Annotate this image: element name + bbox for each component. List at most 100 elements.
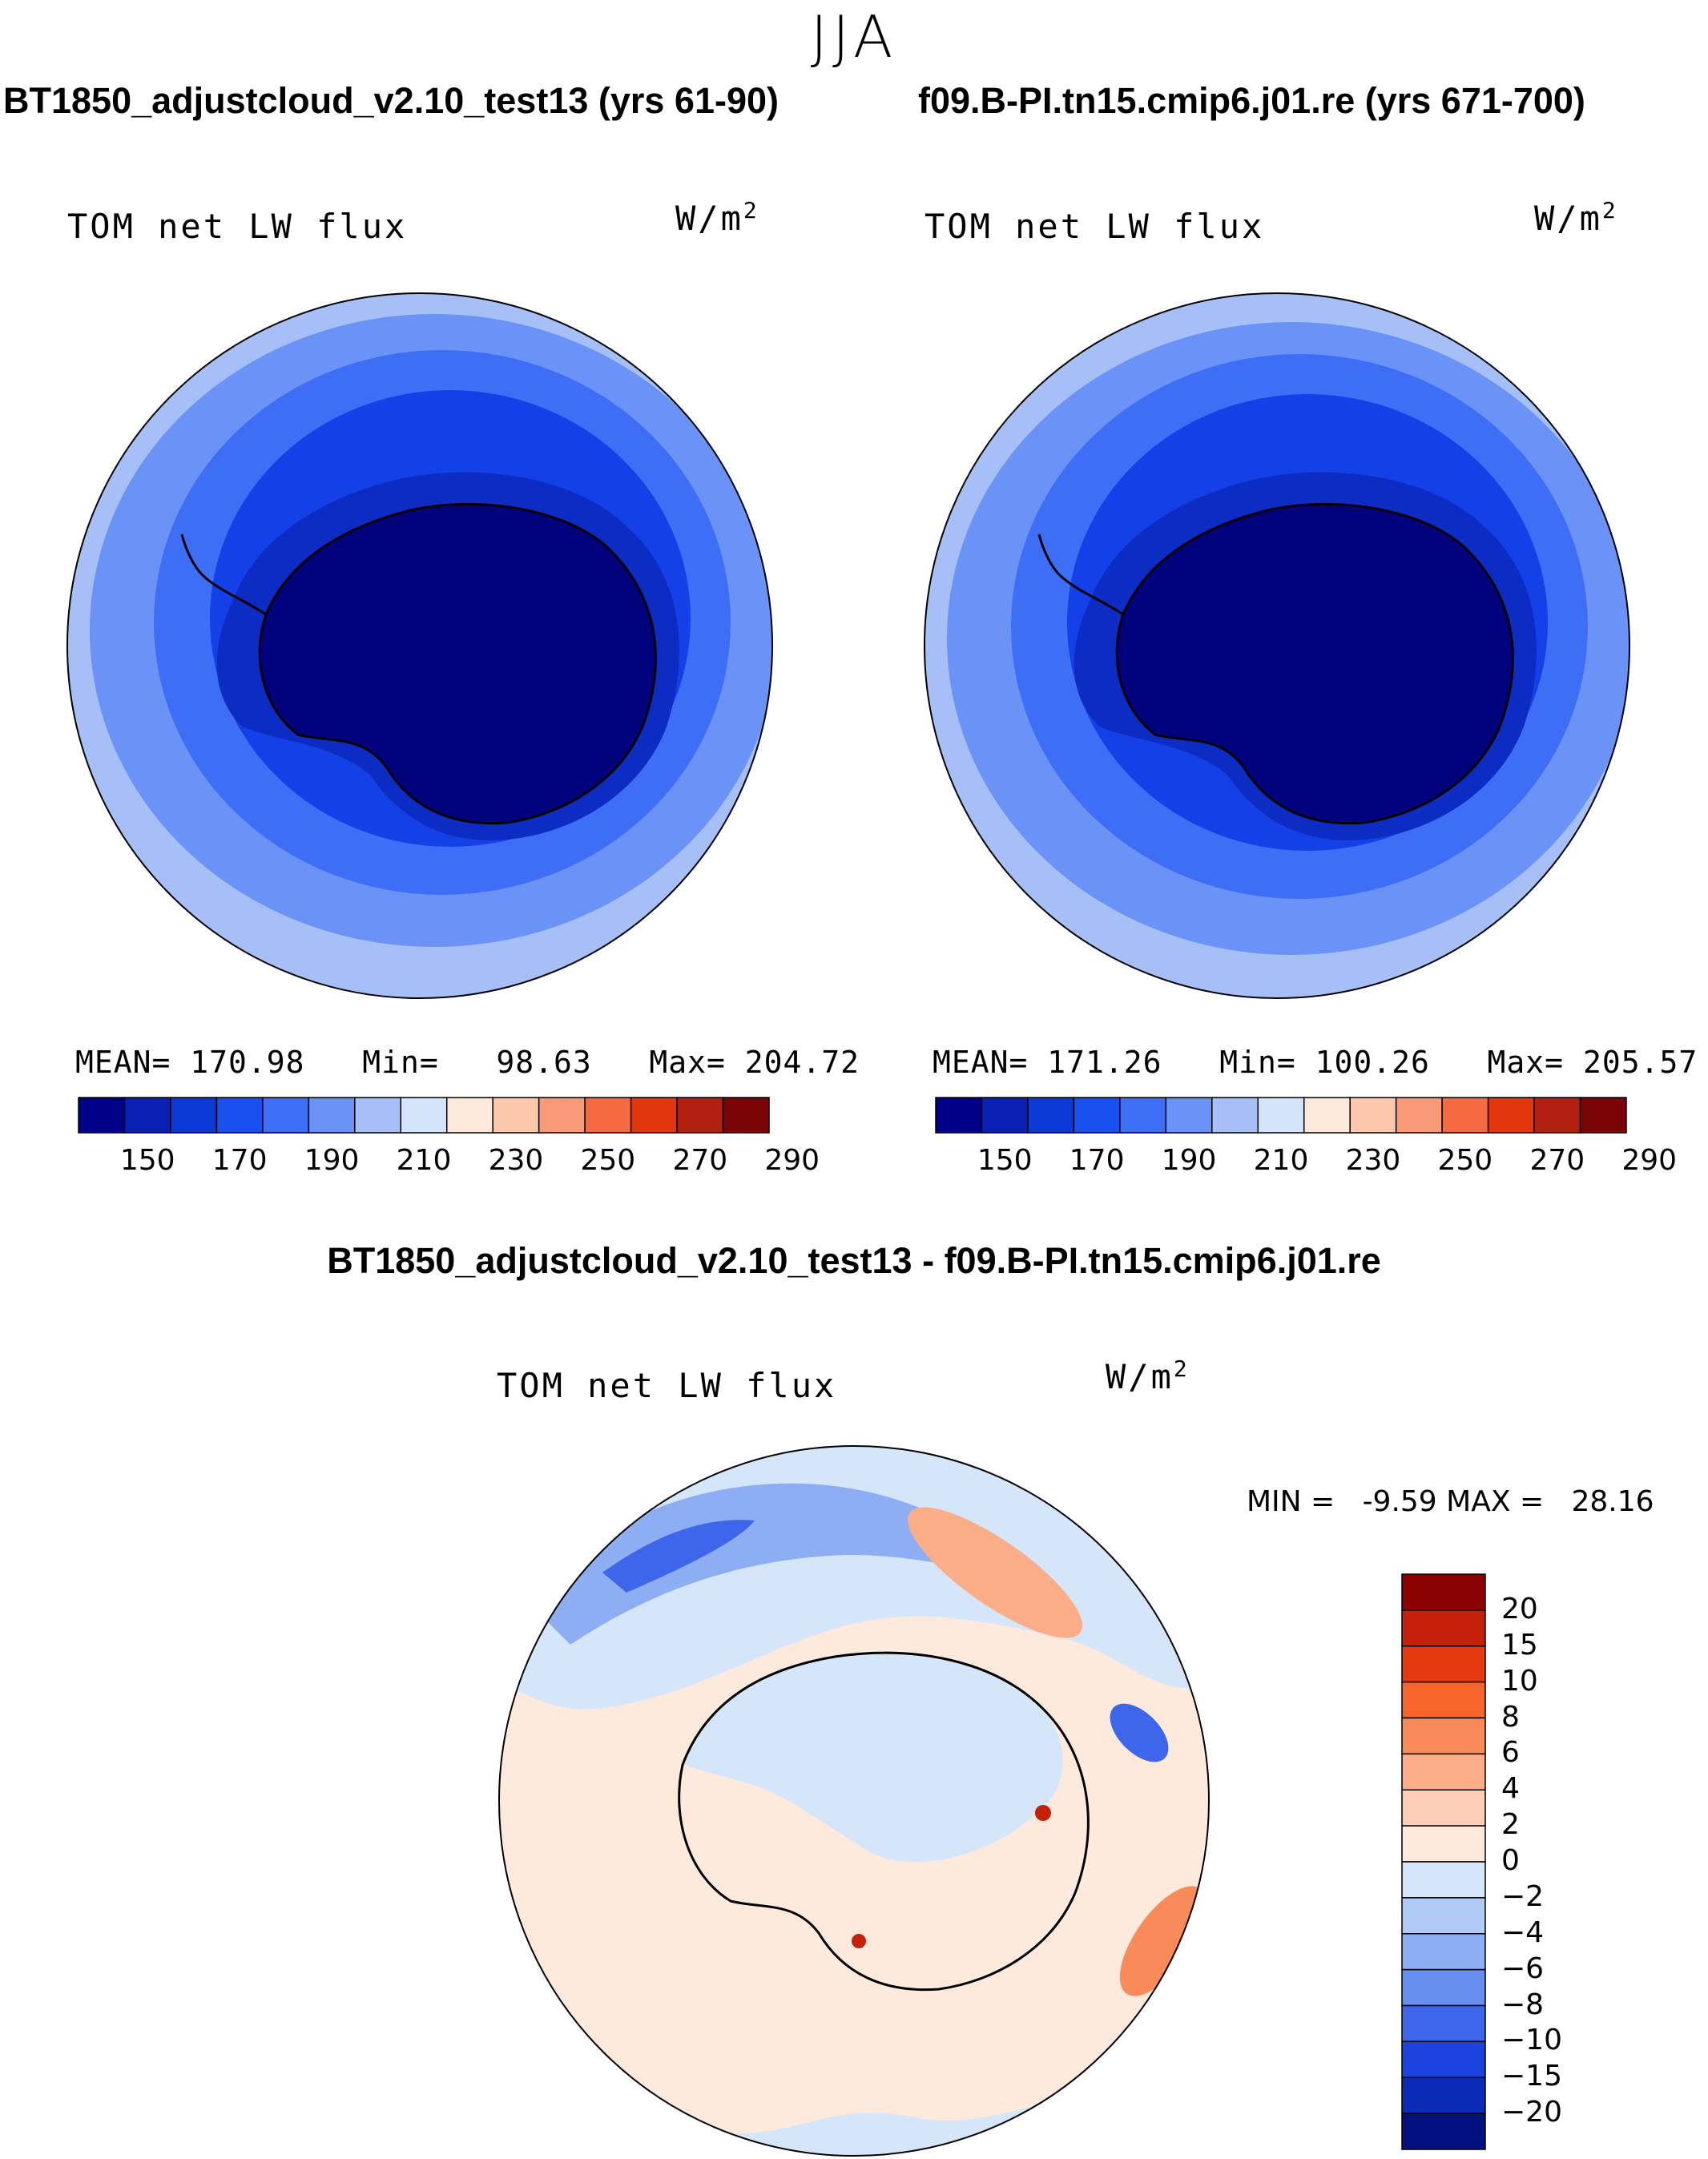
- diff-colorbar-tick-label: 20: [1501, 1592, 1538, 1625]
- colorbar-swatch: [676, 1097, 724, 1134]
- left-colorbar: [78, 1097, 770, 1134]
- left-case-title: BT1850_adjustcloud_v2.10_test13 (yrs 61-…: [3, 80, 779, 121]
- diff-hotspot-east: [1035, 1805, 1051, 1821]
- colorbar-swatch: [492, 1097, 540, 1134]
- left-unit-label: W/m2: [675, 197, 759, 238]
- diff-colorbar-tick-label: 4: [1501, 1772, 1520, 1806]
- colorbar-tick-label: 170: [1069, 1144, 1125, 1177]
- diff-colorbar-swatch: [1401, 1861, 1486, 1899]
- diff-colorbar-tick-label: 2: [1501, 1808, 1520, 1842]
- right-stats: MEAN= 171.26 Min= 100.26 Max= 205.57: [933, 1045, 1698, 1080]
- colorbar-tick-label: 190: [1161, 1144, 1217, 1177]
- colorbar-swatch: [1579, 1097, 1627, 1134]
- coastline: [1115, 502, 1514, 825]
- diff-colorbar-swatch: [1401, 2113, 1486, 2150]
- map-border: [66, 292, 773, 999]
- diff-colorbar-tick-label: −4: [1501, 1915, 1545, 1949]
- diff-map: [498, 1445, 1210, 2157]
- diff-title: BT1850_adjustcloud_v2.10_test13 - f09.B-…: [327, 1240, 1381, 1281]
- colorbar-swatch: [584, 1097, 632, 1134]
- diff-variable-label: TOM net LW flux: [497, 1366, 837, 1405]
- colorbar-swatch: [1303, 1097, 1351, 1134]
- max-value: 205.57: [1582, 1045, 1698, 1080]
- left-colorbar-ticks: 150 170 190 210 230 250 270 290: [79, 1144, 820, 1179]
- right-colorbar: [935, 1097, 1627, 1134]
- diff-colorbar-swatch: [1401, 2076, 1486, 2114]
- colorbar-tick-label: 290: [1621, 1144, 1678, 1177]
- diff-colorbar-tick-label: −2: [1501, 1879, 1545, 1913]
- diff-hotspot-south: [852, 1934, 866, 1948]
- colorbar-swatch: [262, 1097, 310, 1134]
- right-unit-label: W/m2: [1534, 197, 1618, 238]
- diff-colorbar-swatch: [1401, 1789, 1486, 1827]
- min-label: Min=: [1219, 1045, 1296, 1080]
- colorbar-swatch: [935, 1097, 983, 1134]
- antarctica: [1117, 504, 1513, 824]
- mean-label: MEAN=: [75, 1045, 171, 1080]
- colorbar-tick-label: 270: [672, 1144, 728, 1177]
- min-label: Min=: [362, 1045, 439, 1080]
- colorbar-swatch: [1165, 1097, 1213, 1134]
- diff-colorbar-swatch: [1401, 1968, 1486, 2007]
- colorbar-swatch: [123, 1097, 171, 1134]
- diff-colorbar-swatch: [1401, 1897, 1486, 1935]
- colorbar-tick-label: 150: [119, 1144, 175, 1177]
- diff-unit-label: W/m2: [1106, 1355, 1190, 1396]
- diff-colorbar-ticks: 20 15 10 8 6 4 2 0 −2 −4 −6 −8 −10 −15 −20: [1501, 1574, 1613, 2149]
- diff-positive-ring: [1119, 1886, 1207, 1996]
- colorbar-swatch: [170, 1097, 218, 1134]
- colorbar-swatch: [308, 1097, 356, 1134]
- map-border: [924, 292, 1630, 999]
- diff-colorbar-swatch: [1401, 1825, 1486, 1863]
- diff-colorbar-tick-label: −20: [1501, 2096, 1562, 2129]
- diff-colorbar-swatch: [1401, 1609, 1486, 1647]
- diff-colorbar-tick-label: −15: [1501, 2060, 1562, 2093]
- colorbar-tick-label: 230: [488, 1144, 544, 1177]
- colorbar-tick-label: 230: [1345, 1144, 1401, 1177]
- colorbar-swatch: [1395, 1097, 1443, 1134]
- diff-colorbar-swatch: [1401, 1573, 1486, 1611]
- colorbar-tick-label: 170: [211, 1144, 268, 1177]
- diff-colorbar-tick-label: 15: [1501, 1628, 1538, 1662]
- diff-colorbar-tick-label: −8: [1501, 1988, 1545, 2021]
- diff-colorbar-tick-label: 10: [1501, 1664, 1538, 1698]
- min-value: 100.26: [1315, 1045, 1430, 1080]
- diff-negative-blue-core: [602, 1520, 755, 1593]
- colorbar-tick-label: 150: [977, 1144, 1033, 1177]
- mean-label: MEAN=: [933, 1045, 1029, 1080]
- coastline: [258, 502, 657, 825]
- max-label: Max=: [1487, 1045, 1565, 1080]
- diff-max-label: MAX =: [1446, 1485, 1545, 1518]
- colorbar-swatch: [630, 1097, 678, 1134]
- diff-colorbar-swatch: [1401, 1753, 1486, 1790]
- left-variable-label: TOM net LW flux: [67, 207, 408, 246]
- mean-value: 170.98: [190, 1045, 305, 1080]
- diff-min-label: MIN =: [1247, 1485, 1335, 1518]
- diff-colorbar-tick-label: −10: [1501, 2024, 1562, 2057]
- colorbar-swatch: [354, 1097, 402, 1134]
- colorbar-swatch: [400, 1097, 448, 1134]
- diff-colorbar-tick-label: 6: [1501, 1736, 1520, 1770]
- diff-colorbar-swatch: [1401, 1645, 1486, 1683]
- colorbar-tick-label: 210: [396, 1144, 452, 1177]
- diff-positive-streak: [908, 1507, 1082, 1638]
- colorbar-swatch: [445, 1097, 493, 1134]
- colorbar-swatch: [1073, 1097, 1121, 1134]
- right-colorbar-ticks: 150 170 190 210 230 250 270 290: [936, 1144, 1677, 1179]
- max-label: Max=: [649, 1045, 726, 1080]
- colorbar-swatch: [1027, 1097, 1075, 1134]
- colorbar-tick-label: 250: [580, 1144, 636, 1177]
- colorbar-swatch: [722, 1097, 770, 1134]
- diff-negative-spot: [1110, 1703, 1169, 1762]
- diff-colorbar-swatch: [1401, 1717, 1486, 1755]
- diff-antarctica-negative: [683, 1653, 1063, 1863]
- colorbar-swatch: [1487, 1097, 1535, 1134]
- diff-colorbar-swatch: [1401, 2004, 1486, 2043]
- colorbar-swatch: [1211, 1097, 1259, 1134]
- diff-stats: MIN = -9.59 MAX = 28.16: [1247, 1485, 1654, 1518]
- colorbar-tick-label: 250: [1437, 1144, 1493, 1177]
- diff-colorbar-swatch: [1401, 2040, 1486, 2078]
- diff-colorbar-tick-label: −6: [1501, 1952, 1545, 1985]
- colorbar-swatch: [1349, 1097, 1397, 1134]
- right-map: [924, 292, 1630, 999]
